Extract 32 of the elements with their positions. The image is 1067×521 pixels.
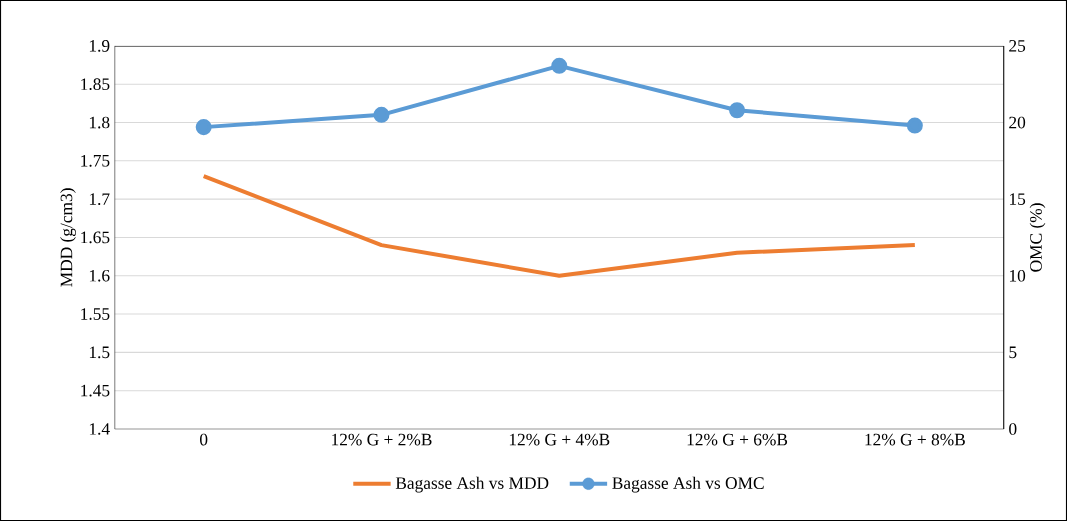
y-tick-label: 1.5 (89, 346, 110, 359)
y-tick-label: 1.65 (81, 231, 110, 244)
point (195, 119, 212, 136)
x-tick-label: 12% G + 8%B (865, 433, 965, 446)
y2-tick-label: 10 (1009, 269, 1026, 282)
y-tick-label: 1.7 (89, 193, 110, 205)
x-tick-label: 12% G + 2%B (332, 433, 432, 446)
y2-axis-title: OMC (%) (1029, 203, 1046, 272)
y2-tick-label: 25 (1009, 40, 1026, 52)
x-tick-label: 12% G + 6%B (687, 433, 788, 446)
y-tick-label: 1.8 (89, 116, 110, 129)
y2-tick-label: 20 (1009, 116, 1026, 129)
y-tick-label: 1.9 (89, 40, 110, 52)
y2-tick-label: 0 (1009, 423, 1017, 435)
y-tick-label: 1.45 (81, 384, 110, 397)
x-tick-label: 12% G + 4%B (509, 433, 610, 446)
point (729, 102, 746, 119)
y-tick-label: 1.75 (81, 154, 110, 167)
y-tick-label: 1.85 (81, 78, 110, 91)
y2-tick-label: 15 (1009, 193, 1026, 205)
point (906, 117, 923, 134)
y2-tick-label: 5 (1009, 346, 1017, 359)
legend-label: Bagasse Ash vs MDD (395, 476, 549, 493)
y-tick-label: 1.6 (89, 269, 110, 282)
point (551, 57, 568, 74)
x-tick-label: 0 (200, 433, 208, 446)
legend-label: Bagasse Ash vs OMC (612, 476, 764, 493)
y-axis-title: MDD (g/cm3) (60, 188, 76, 287)
line-series (201, 174, 917, 278)
y-tick-label: 1.4 (89, 423, 110, 435)
point (373, 106, 390, 123)
y-tick-label: 1.55 (81, 308, 110, 320)
